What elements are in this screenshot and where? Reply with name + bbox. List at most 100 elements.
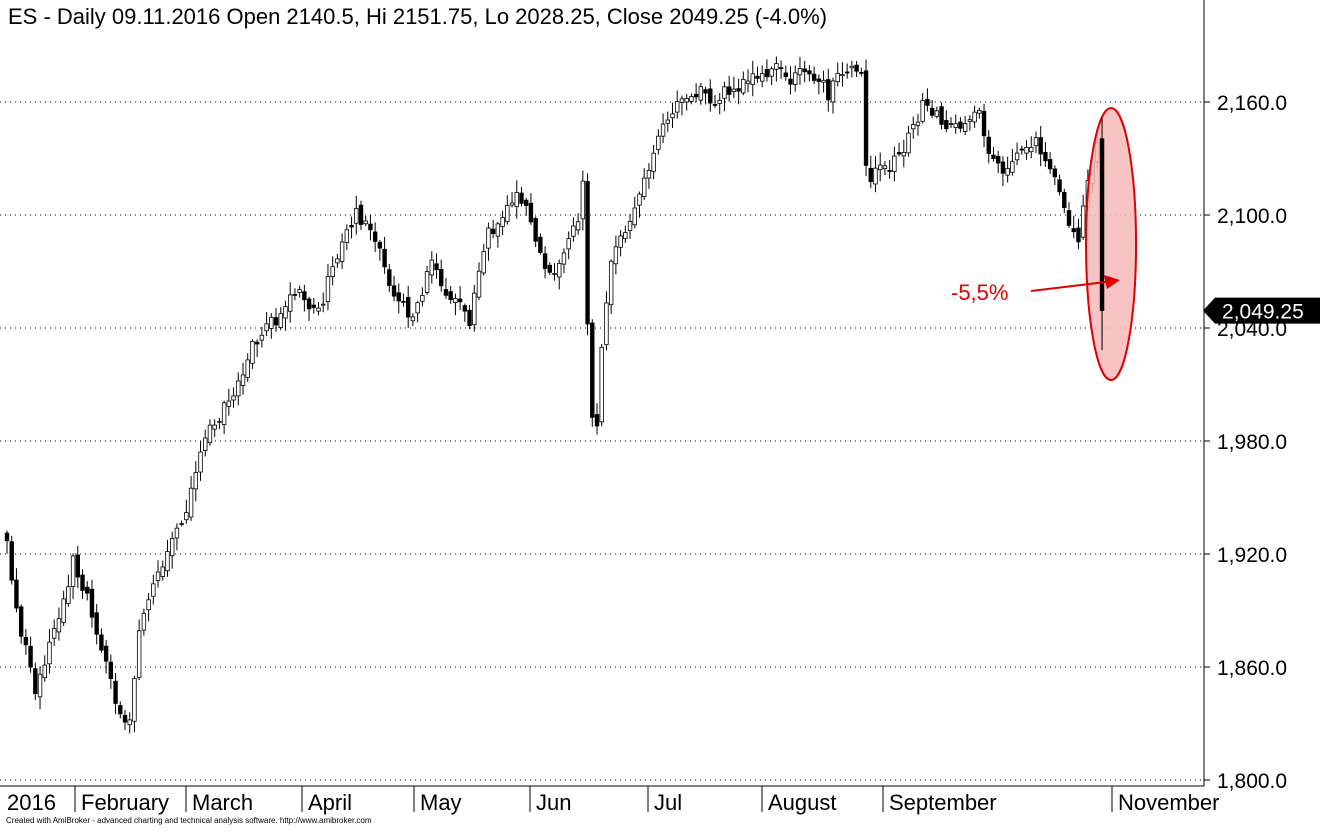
candle-body bbox=[410, 316, 416, 322]
candle-body bbox=[915, 121, 921, 126]
candle-body bbox=[429, 259, 434, 276]
candle-body bbox=[939, 106, 944, 125]
candle-body bbox=[292, 293, 298, 296]
candle-body bbox=[958, 121, 963, 129]
candle-body bbox=[623, 232, 628, 240]
candle-body bbox=[996, 155, 1001, 164]
candle-body bbox=[859, 72, 864, 74]
candle-body bbox=[698, 86, 704, 101]
candle-body bbox=[882, 165, 888, 169]
candle-body bbox=[18, 606, 24, 637]
candle-body bbox=[613, 246, 619, 265]
candle-body bbox=[14, 579, 19, 609]
candle-body bbox=[887, 170, 892, 172]
candle-body bbox=[717, 100, 722, 104]
candle-body bbox=[660, 123, 666, 137]
candles bbox=[4, 56, 1105, 734]
candle-body bbox=[33, 668, 38, 695]
candle-body bbox=[745, 80, 751, 84]
candle-body bbox=[670, 113, 675, 119]
candle-body bbox=[826, 79, 831, 101]
candle-body bbox=[405, 297, 411, 318]
candle-body bbox=[911, 124, 916, 130]
candle-body bbox=[948, 122, 954, 125]
candle-body bbox=[991, 154, 996, 159]
candle-body bbox=[651, 152, 656, 172]
y-tick-label: 2,040.0 bbox=[1217, 318, 1287, 341]
candle-body bbox=[514, 192, 519, 208]
candle-body bbox=[793, 72, 798, 85]
candle-body bbox=[580, 180, 586, 220]
y-tick-label: 1,800.0 bbox=[1217, 770, 1287, 793]
candle-body bbox=[273, 317, 279, 326]
candle-body bbox=[684, 98, 689, 103]
candle-body bbox=[302, 291, 307, 301]
candle-body bbox=[665, 119, 670, 124]
candle-body bbox=[61, 598, 66, 623]
candle-body bbox=[769, 68, 774, 77]
candle-body bbox=[519, 192, 524, 204]
candle-body bbox=[972, 111, 977, 123]
candle-body bbox=[764, 69, 770, 78]
candle-body bbox=[236, 380, 241, 397]
candle-body bbox=[363, 220, 368, 225]
candle-body bbox=[89, 588, 95, 618]
candle-body bbox=[118, 705, 123, 715]
last-value-marker bbox=[1203, 297, 1320, 324]
candle-body bbox=[358, 204, 364, 225]
candle-body bbox=[443, 289, 449, 296]
candle-body bbox=[618, 235, 623, 248]
candle-body bbox=[127, 719, 132, 726]
candle-body bbox=[906, 132, 911, 154]
candle-body bbox=[585, 181, 590, 325]
candle-body bbox=[287, 294, 293, 312]
candle-body bbox=[203, 437, 208, 451]
x-month-label: 2016 bbox=[7, 790, 56, 815]
candle-body bbox=[731, 88, 737, 92]
candle-body bbox=[259, 334, 265, 341]
candle-body bbox=[434, 263, 439, 271]
candle-body bbox=[1043, 152, 1048, 162]
candle-body bbox=[481, 251, 486, 274]
candle-body bbox=[169, 538, 175, 557]
x-month-label: May bbox=[420, 790, 462, 815]
candle-body bbox=[146, 599, 151, 611]
candle-body bbox=[533, 218, 538, 242]
candle-body bbox=[80, 574, 85, 591]
candle-body bbox=[1010, 161, 1015, 173]
x-month-label: August bbox=[768, 790, 837, 815]
candle-body bbox=[335, 258, 340, 264]
candle-body bbox=[679, 98, 685, 103]
candle-body bbox=[1099, 138, 1105, 311]
annotation-arrowhead bbox=[1104, 275, 1120, 289]
candle-body bbox=[467, 309, 472, 327]
candle-body bbox=[722, 86, 727, 99]
candle-body bbox=[70, 555, 76, 587]
y-tick-label: 2,100.0 bbox=[1217, 205, 1287, 228]
candle-body bbox=[509, 202, 515, 206]
candle-body bbox=[627, 221, 633, 232]
candle-body bbox=[28, 645, 33, 668]
candle-body bbox=[103, 645, 109, 662]
candle-body bbox=[330, 266, 335, 277]
candle-body bbox=[368, 223, 373, 231]
candle-body bbox=[56, 618, 62, 633]
candle-body bbox=[797, 68, 803, 76]
candle-body bbox=[415, 302, 420, 314]
candle-body bbox=[396, 292, 401, 302]
candle-body bbox=[500, 217, 505, 227]
candle-body bbox=[878, 164, 883, 171]
candle-body bbox=[221, 402, 227, 425]
candle-body bbox=[821, 79, 826, 83]
annotation-label: -5,5% bbox=[951, 280, 1008, 305]
candle-body bbox=[424, 271, 430, 293]
candle-body bbox=[557, 262, 562, 278]
candle-body bbox=[47, 641, 52, 665]
candle-body bbox=[1076, 227, 1081, 243]
candle-body bbox=[637, 193, 642, 206]
candle-body bbox=[863, 70, 869, 166]
candle-body bbox=[453, 298, 458, 303]
candle-body bbox=[571, 225, 576, 237]
candle-body bbox=[349, 224, 354, 228]
